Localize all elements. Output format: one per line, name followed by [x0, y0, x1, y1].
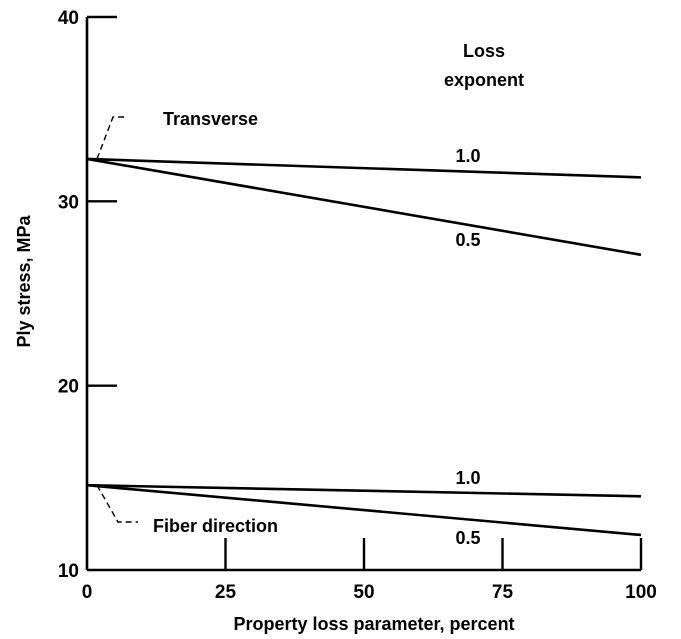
x-tick-label: 75	[492, 582, 514, 603]
x-tick-label: 25	[215, 582, 237, 603]
series-line	[86, 157, 642, 179]
series-line	[86, 157, 642, 257]
series-label: 0.5	[455, 528, 480, 548]
x-axis-title: Property loss parameter, percent	[233, 614, 514, 634]
leader-line	[96, 116, 128, 160]
x-tick-label: 0	[82, 582, 93, 603]
axes	[85, 15, 643, 572]
legend-title: exponent	[444, 70, 524, 90]
leader-line	[96, 484, 138, 523]
y-tick-label: 20	[58, 377, 79, 398]
series-line	[86, 483, 642, 498]
group-label-transverse: Transverse	[163, 109, 258, 129]
series-line	[86, 483, 642, 537]
legend-title: Loss	[463, 41, 505, 61]
series-label: 1.0	[455, 468, 480, 488]
x-tick-label: 50	[353, 582, 374, 603]
group-label-fiber: Fiber direction	[153, 516, 278, 536]
y-tick-label: 10	[58, 561, 79, 582]
series-label: 0.5	[455, 230, 480, 250]
y-tick-label: 40	[58, 8, 79, 29]
x-tick-label: 100	[625, 582, 657, 603]
y-axis-title: Ply stress, MPa	[14, 214, 34, 347]
series-lines	[86, 157, 642, 537]
series-label: 1.0	[455, 146, 480, 166]
y-tick-label: 30	[58, 192, 79, 213]
chart-text: 10 20 30 40 0 25 50 75 100 Property loss paramete…	[14, 8, 657, 634]
